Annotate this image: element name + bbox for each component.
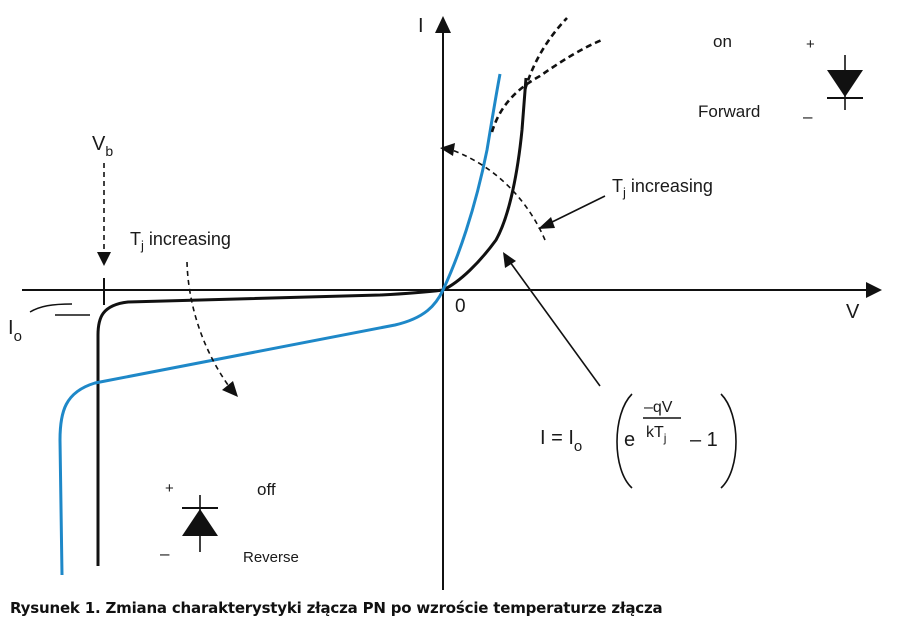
vb-label: Vb <box>92 133 113 159</box>
forward-label: Forward <box>698 102 760 121</box>
equation-tail: – 1 <box>690 429 718 451</box>
equation-pointer <box>509 261 601 387</box>
i-axis-arrowhead <box>435 16 451 33</box>
tj-reverse-dashed-arrow <box>186 261 229 386</box>
tj-forward-dashed-arc <box>451 149 546 241</box>
forward-plus-label: + <box>806 36 815 53</box>
iv-curve-high-temp <box>58 73 502 576</box>
iv-curve-low-temp <box>96 77 528 566</box>
equation-pointer-arrowhead <box>503 252 516 268</box>
equation-right-paren <box>720 393 737 489</box>
io-label: Io <box>8 317 22 345</box>
io-leader-line <box>29 303 73 313</box>
reverse-label: Reverse <box>243 549 299 566</box>
dashed-extension-1 <box>490 38 603 133</box>
v-axis-arrowhead <box>866 282 882 298</box>
equation-denominator: kTj <box>646 424 666 445</box>
tj-reverse-arrowhead <box>222 381 238 397</box>
forward-diode-icon <box>827 55 863 110</box>
pn-junction-diagram: I V 0 Vb Io Tj increasing Tj increasing … <box>8 15 882 590</box>
i-axis-label: I <box>418 15 424 37</box>
figure-caption: Rysunek 1. Zmiana charakterystyki złącza… <box>10 599 663 617</box>
forward-on-label: on <box>713 32 732 51</box>
reverse-off-label: off <box>257 480 276 499</box>
tj-increasing-forward-label: Tj increasing <box>612 176 713 200</box>
equation-exp-base: e <box>624 429 635 451</box>
equation-left-paren <box>616 393 633 489</box>
tj-forward-pointer-arrowhead <box>538 217 555 229</box>
reverse-diode-icon <box>182 495 218 552</box>
reverse-minus-label: – <box>160 544 170 563</box>
origin-label: 0 <box>455 296 466 317</box>
reverse-diode-block: + off – Reverse <box>160 480 299 566</box>
forward-minus-label: – <box>803 107 813 126</box>
diode-equation: I = Io e –qV kTj – 1 <box>540 393 737 489</box>
tj-forward-pointer <box>547 195 606 225</box>
dashed-extension-2 <box>523 17 568 91</box>
tj-forward-arc-arrowhead <box>440 143 455 156</box>
forward-diode-block: on + Forward – <box>698 32 863 126</box>
equation-lhs: I = Io <box>540 427 582 455</box>
v-axis-label: V <box>846 301 860 323</box>
reverse-plus-label: + <box>165 480 174 497</box>
vb-arrowhead <box>97 252 111 266</box>
equation-numerator: –qV <box>644 399 673 416</box>
tj-increasing-reverse-label: Tj increasing <box>130 229 231 253</box>
